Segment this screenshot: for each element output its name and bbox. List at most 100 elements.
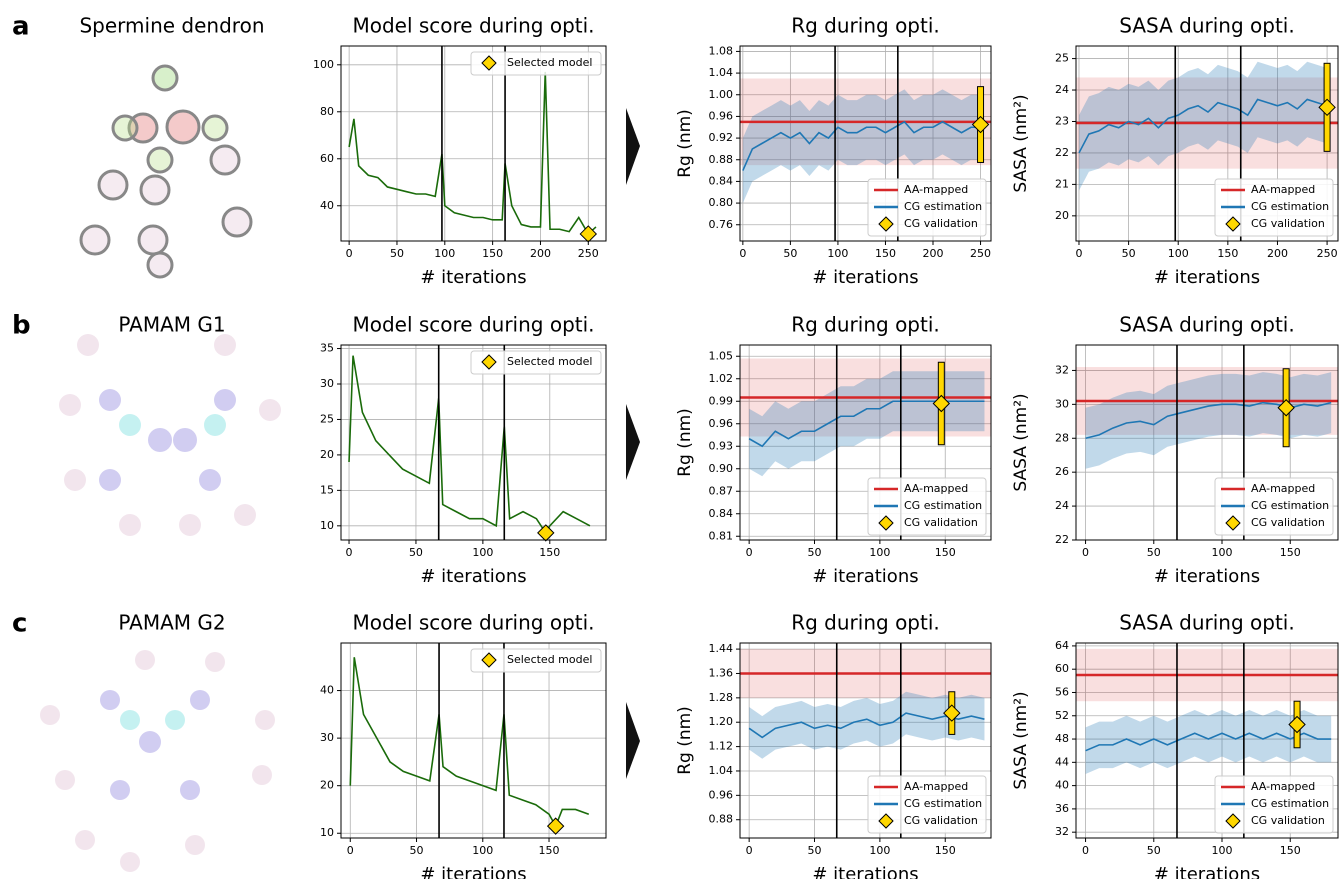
y-axis-label: SASA (nm²) (1011, 94, 1031, 192)
y-tick-label: 20 (1055, 209, 1069, 222)
axes-frame (340, 45, 607, 242)
x-tick-label: 50 (808, 844, 822, 857)
y-tick-label: 0.96 (709, 417, 734, 430)
legend-label: AA-mapped (904, 482, 968, 495)
y-tick-label: 40 (320, 684, 334, 697)
plot-area (740, 358, 991, 477)
y-tick-label: 0.87 (709, 484, 734, 497)
y-tick-label: 25 (1055, 52, 1069, 65)
marker (1288, 715, 1306, 734)
legend-label: AA-mapped (1251, 780, 1315, 793)
y-tick-label: 26 (1055, 465, 1069, 478)
panel-label: b (12, 311, 31, 341)
legend-box (470, 350, 602, 375)
legend-label: CG validation (1251, 516, 1325, 529)
legend-label: CG estimation (1251, 200, 1329, 213)
legend-label: CG validation (904, 516, 978, 529)
arrow (626, 702, 640, 779)
y-tick-label: 0.92 (709, 131, 734, 144)
molecule-name: PAMAM G2 (118, 611, 225, 635)
y-tick-label: 24 (1055, 83, 1069, 96)
legend-marker (878, 216, 894, 232)
y-tick-label: 0.90 (709, 462, 734, 475)
y-tick-label: 20 (320, 448, 334, 461)
chart-title: Rg during opti. (791, 313, 940, 337)
line (742, 120, 981, 171)
legend-marker (1225, 515, 1241, 531)
x-tick-label: 50 (1147, 546, 1161, 559)
y-tick-label: 0.84 (709, 507, 734, 520)
x-tick-label: 250 (970, 247, 991, 260)
legend-label: CG validation (1251, 814, 1325, 827)
x-tick-label: 50 (1147, 844, 1161, 857)
panel-label: c (12, 609, 27, 639)
axes-frame (340, 344, 607, 541)
chart: SASA during opti. # iterations SASA (nm²) 2… (1011, 14, 1339, 288)
y-tick-label: 15 (320, 483, 334, 496)
legend-marker (1225, 216, 1241, 232)
x-tick-label: 50 (783, 247, 797, 260)
y-tick-label: 36 (1055, 802, 1069, 815)
x-tick-label: 100 (434, 247, 455, 260)
y-tick-label: 1.36 (709, 666, 734, 679)
y-tick-label: 56 (1055, 685, 1069, 698)
legend-label: CG estimation (904, 200, 982, 213)
chart-title: Model score during opti. (352, 313, 594, 337)
legend-label: CG validation (904, 814, 978, 827)
x-tick-label: 250 (578, 247, 599, 260)
x-tick-label: 150 (1280, 546, 1301, 559)
chart: Rg during opti. # iterations Rg (nm) 0.81 0.… (675, 313, 992, 587)
y-tick-label: 0.84 (709, 174, 734, 187)
x-tick-label: 100 (1212, 844, 1233, 857)
legend-label: CG estimation (1251, 499, 1329, 512)
legend-label: CG validation (1251, 217, 1325, 230)
legend-label: Selected model (507, 355, 592, 368)
y-tick-label: 32 (1055, 825, 1069, 838)
x-tick-label: 0 (739, 247, 746, 260)
chart: Rg during opti. # iterations Rg (nm) 0.88 0.… (675, 611, 992, 879)
x-tick-label: 100 (827, 247, 848, 260)
x-tick-label: 200 (923, 247, 944, 260)
chart-title: SASA during opti. (1119, 313, 1294, 337)
molecule-name: PAMAM G1 (118, 313, 225, 337)
x-tick-label: 0 (346, 546, 353, 559)
legend-box (1214, 178, 1334, 237)
x-tick-label: 200 (1267, 247, 1288, 260)
plot-area (740, 649, 991, 759)
arrows (626, 108, 640, 779)
x-tick-label: 50 (409, 546, 423, 559)
y-tick-label: 1.00 (709, 88, 734, 101)
x-tick-label: 150 (935, 546, 956, 559)
marker (932, 394, 951, 413)
legend-label: AA-mapped (904, 183, 968, 196)
y-tick-label: 22 (1055, 533, 1069, 546)
uncertainty-band (742, 89, 981, 204)
axes-frame (739, 344, 992, 541)
marker (943, 704, 961, 722)
x-tick-label: 100 (472, 546, 493, 559)
x-tick-label: 50 (410, 844, 424, 857)
y-tick-label: 30 (320, 377, 334, 390)
x-axis-label: # iterations (420, 566, 526, 587)
x-tick-label: 0 (746, 546, 753, 559)
molecule-b (59, 334, 281, 536)
legend-marker (481, 652, 497, 668)
x-tick-label: 150 (482, 247, 503, 260)
marker (579, 225, 598, 243)
chart: Model score during opti. # iterations 10 15… (320, 313, 607, 587)
axes-frame (739, 642, 992, 839)
y-tick-label: 0.96 (709, 109, 734, 122)
chart-title: Model score during opti. (352, 14, 594, 38)
y-tick-label: 23 (1055, 114, 1069, 127)
axes-frame (1075, 642, 1339, 839)
y-tick-label: 0.80 (709, 196, 734, 209)
y-tick-label: 60 (1055, 662, 1069, 675)
x-tick-label: 0 (347, 844, 354, 857)
y-tick-label: 20 (320, 779, 334, 792)
line (1078, 98, 1328, 154)
legend-box (1214, 775, 1334, 834)
y-axis-label: Rg (nm) (675, 706, 695, 775)
legend-label: Selected model (507, 56, 592, 69)
y-tick-label: 0.88 (709, 813, 734, 826)
